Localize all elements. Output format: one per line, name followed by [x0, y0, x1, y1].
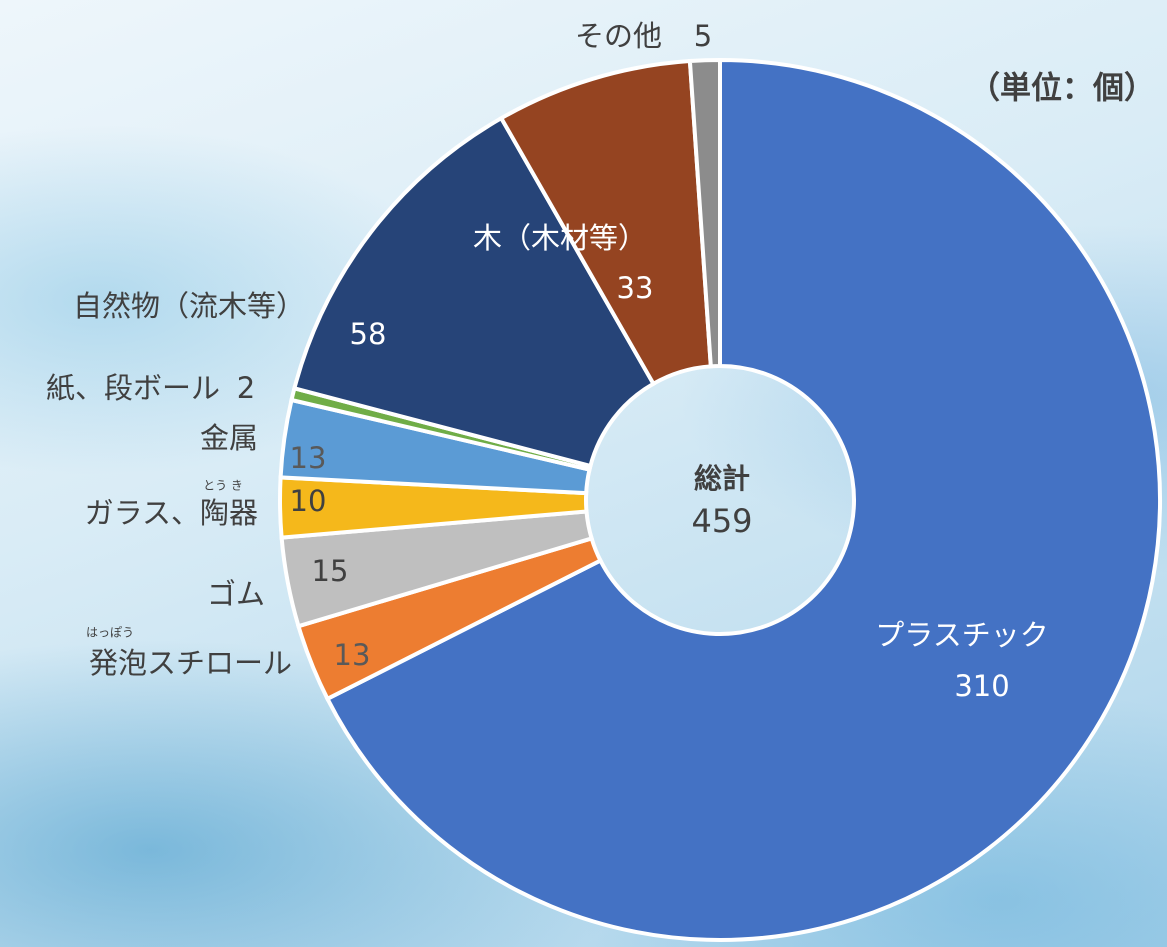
category-label: ゴム: [207, 577, 265, 611]
category-label: 金属: [200, 421, 258, 455]
category-label: その他: [575, 19, 662, 53]
category-label: ガラス、陶器: [85, 496, 258, 530]
category-label: 発泡スチロール: [89, 646, 292, 680]
slice: [687, 57, 722, 369]
value-label: 13: [334, 638, 371, 672]
unit-label: （単位：個）: [969, 71, 1155, 107]
category-label: 木（木材等）: [473, 221, 647, 255]
category-label: プラスチック: [875, 618, 1048, 652]
value-label: 5: [694, 19, 712, 53]
category-label: 紙、段ボール: [46, 371, 220, 405]
value-label: 33: [617, 271, 654, 305]
slice: [498, 58, 713, 387]
category-label: 自然物（流木等）: [73, 289, 305, 323]
total: 459: [691, 502, 752, 540]
value-label: 15: [312, 554, 349, 588]
value-label: 2: [237, 371, 255, 405]
value-label: 10: [290, 484, 327, 518]
slice: [324, 57, 1162, 942]
value-label: 58: [350, 317, 387, 351]
ruby: はっぽう: [86, 626, 134, 640]
value-label: 310: [954, 669, 1009, 703]
value-label: 13: [290, 441, 327, 475]
ruby: とう き: [203, 479, 243, 493]
center-label: 総計: [694, 462, 750, 495]
slice: [291, 115, 657, 469]
